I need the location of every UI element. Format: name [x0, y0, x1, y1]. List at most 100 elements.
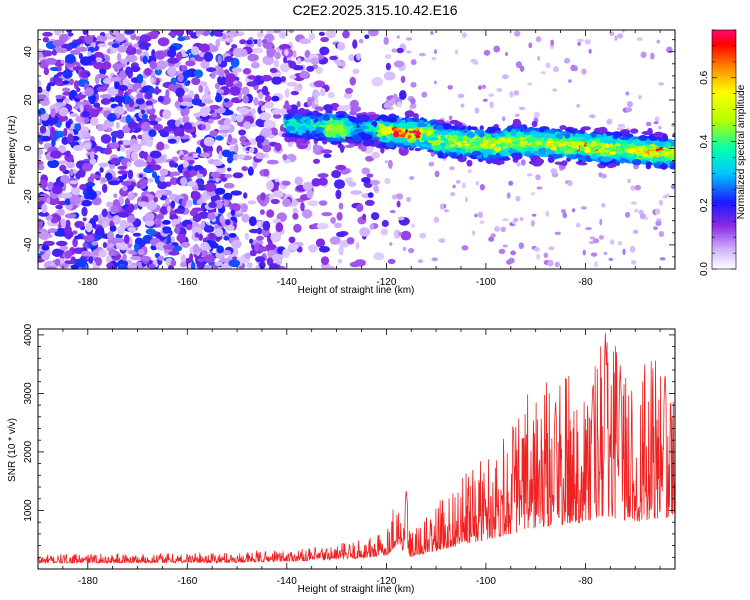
spectrogram-cell	[117, 264, 130, 269]
spectrogram-cell	[274, 51, 281, 60]
spectrogram-cell	[156, 141, 165, 151]
spectrogram-cell	[215, 251, 224, 259]
spectrogram-cell	[192, 213, 202, 223]
spectrogram-cell	[383, 102, 391, 109]
spectrogram-cell	[69, 195, 81, 205]
spectrogram-cell	[226, 73, 236, 83]
spectrogram-cell	[74, 123, 80, 131]
spectrogram-cell	[150, 77, 155, 84]
spectrogram-cell	[242, 68, 252, 75]
spectrogram-cell	[42, 31, 53, 37]
spectrogram-cell	[93, 235, 103, 240]
spectrogram-cell	[258, 246, 268, 252]
spectrogram-cell	[417, 259, 424, 263]
spectrogram-cell	[383, 71, 396, 81]
spectrogram-cell	[538, 147, 547, 155]
spectrogram-cell	[238, 107, 250, 115]
spectrogram-cell	[146, 201, 158, 211]
spectrogram-cell	[410, 103, 417, 109]
spectrogram-cell	[531, 120, 538, 128]
spectrogram-cell	[82, 73, 88, 78]
spectrogram-cell	[640, 51, 647, 59]
spectrogram-cell	[241, 86, 250, 96]
spectrogram-cell	[221, 149, 231, 158]
spectrogram-cell	[625, 211, 631, 218]
spectrogram-cell	[54, 30, 62, 36]
spectrogram-cell	[102, 123, 108, 131]
spectrogram-cell	[526, 173, 533, 177]
spectrogram-cell	[117, 225, 125, 236]
spectrogram-cell	[191, 98, 203, 106]
spectrogram-cell	[41, 244, 50, 251]
spectrogram-cell	[127, 203, 135, 212]
spectrogram-cell	[401, 119, 406, 124]
spectrogram-cell	[603, 251, 608, 255]
spectrogram-cell	[577, 41, 581, 46]
spectrogram-cell	[373, 185, 379, 192]
spectrogram-cell	[358, 38, 364, 44]
spectrogram-cell	[56, 65, 62, 72]
spectrogram-cell	[531, 213, 537, 217]
spectrogram-cell	[349, 76, 356, 86]
spectrogram-cell	[111, 43, 120, 48]
spectrogram-cell	[655, 221, 662, 226]
spectrogram-cell	[581, 68, 587, 75]
spectrogram-cell	[64, 54, 76, 64]
spectrogram-cell	[364, 199, 375, 206]
spectrogram-cell	[381, 219, 389, 228]
spectrogram-cell	[467, 169, 472, 174]
spectrogram-cell	[570, 64, 577, 72]
spectrogram-cell	[42, 36, 50, 43]
spectrogram-cell	[654, 208, 661, 215]
spectrogram-cell	[610, 239, 615, 245]
spectrogram-cell	[261, 85, 269, 96]
spectrogram-cell	[38, 80, 42, 88]
spectrogram-cell	[48, 115, 59, 125]
spectrogram-cell	[306, 136, 311, 141]
spectrogram-cell	[498, 248, 506, 255]
spectrogram-cell	[299, 38, 311, 45]
spectrogram-cell	[336, 211, 343, 221]
spectrogram-cell	[83, 117, 90, 123]
spectrogram-cell	[290, 90, 299, 96]
spectrogram-cell	[271, 253, 284, 262]
spectrogram-cell	[175, 226, 181, 235]
spectrogram-cell	[406, 50, 412, 54]
spectrogram-cell	[320, 149, 333, 154]
spectrogram-cell	[627, 178, 631, 184]
spectrogram-cell	[230, 190, 243, 196]
spectrogram-cell	[153, 123, 163, 131]
spectrogram-cell	[659, 257, 666, 261]
spectrogram-cell	[560, 209, 567, 214]
spectrogram-cell	[345, 87, 353, 94]
spectrogram-cell	[133, 159, 146, 168]
spectrogram-cell	[547, 259, 554, 267]
spectrogram-cell	[265, 243, 277, 253]
spectrogram-cell	[550, 168, 558, 175]
spectrogram-cell	[222, 192, 233, 200]
spectrogram-cell	[294, 176, 304, 186]
spectrogram-cell	[102, 242, 108, 249]
spectrogram-cell	[257, 31, 264, 38]
spectrogram-cell	[632, 229, 639, 234]
spectrogram-cell	[576, 38, 584, 43]
spectrogram-cell	[225, 224, 235, 232]
spectrogram-cell	[653, 226, 658, 231]
spectrogram-cell	[89, 152, 95, 160]
spectrogram-cell	[168, 83, 176, 92]
spectrogram-cell	[567, 181, 573, 187]
spectrogram-cell	[387, 258, 396, 265]
spectrogram-cell	[74, 235, 83, 240]
spectrogram-cell	[108, 180, 120, 186]
spectrogram-cell	[571, 208, 576, 213]
spectrogram-cell	[625, 91, 630, 96]
spectrogram-cell	[581, 206, 587, 210]
spectrogram-cell	[102, 61, 112, 70]
spectrogram-cell	[616, 132, 622, 136]
spectrogram-cell	[255, 135, 265, 144]
spectrogram-cell	[630, 185, 636, 192]
spectrogram-cell	[312, 143, 319, 153]
spectrogram-cell	[105, 172, 113, 181]
spectrogram-cell	[44, 96, 49, 102]
spectrogram-cell	[371, 76, 384, 87]
